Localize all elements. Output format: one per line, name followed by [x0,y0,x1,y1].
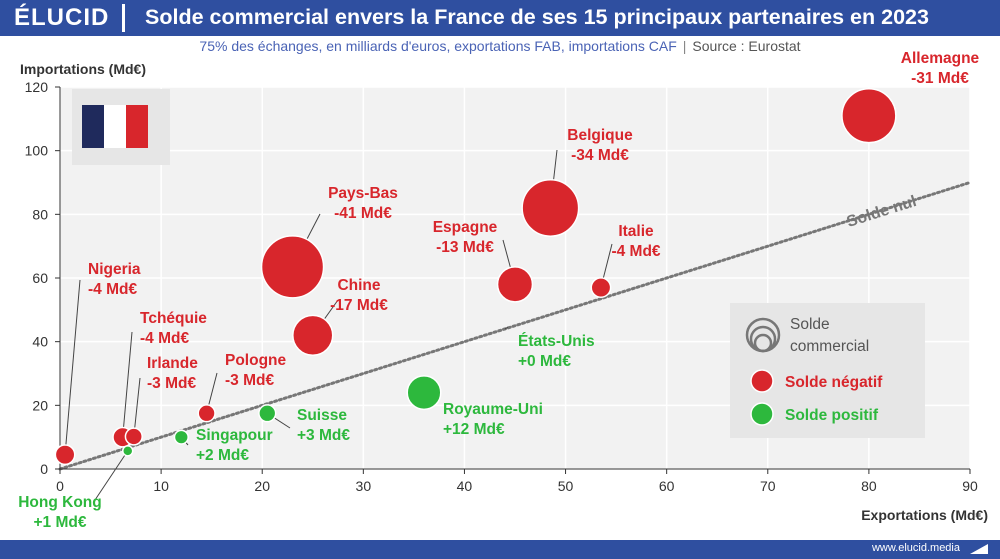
point-name-label: Irlande [147,355,198,372]
point-name-label: Tchéquie [140,310,207,327]
zero-balance-line [58,181,972,471]
bubble-irlande [124,427,143,446]
x-tick-label: 80 [861,478,877,494]
leader-line [133,377,141,437]
bubble-italie [590,277,612,298]
legend-negative-label: Solde négatif [785,374,883,391]
header-bar: ÉLUCID Solde commercial envers la France… [0,0,1000,36]
subtitle-text: 75% des échanges, en milliards d'euros, … [199,38,677,54]
bubble-espagne [496,266,534,303]
scatter-chart: Solde commercial Solde négatif Solde positi… [18,50,988,531]
chart-subtitle: 75% des échanges, en milliards d'euros, … [0,38,1000,54]
point-value-label: -17 Md€ [330,297,388,314]
flag-blue-band [82,105,104,148]
bubble-pays-bas [260,235,325,299]
point-name-label: Nigeria [88,261,141,278]
point-value-label: -4 Md€ [611,243,660,260]
leader-line [64,279,81,455]
legend-size-title: Solde [790,316,830,333]
point-value-label: -34 Md€ [571,147,629,164]
point-name-label: États-Unis [518,333,595,350]
point-name-label: Royaume-Uni [443,401,543,418]
x-tick-label: 70 [760,478,776,494]
legend-positive-label: Solde positif [785,407,879,424]
y-tick-label: 60 [32,270,48,286]
x-tick-label: 20 [254,478,270,494]
y-tick-label: 20 [32,397,48,413]
bubble-royaume-uni [406,375,442,411]
point-value-label: +2 Md€ [196,447,249,464]
footer-bar: www.elucid.media [0,540,1000,559]
x-tick-label: 30 [356,478,372,494]
legend-size-title-line2: commercial [790,338,869,355]
point-value-label: +0 Md€ [518,353,571,370]
bubble-singapour [173,429,189,445]
point-value-label: -4 Md€ [140,330,189,347]
chart-title: Solde commercial envers la France de ses… [145,5,929,29]
x-tick-label: 50 [558,478,574,494]
point-value-label: +12 Md€ [443,421,505,438]
legend-size-ring [753,333,773,353]
brand-logo: ÉLUCID [14,4,110,31]
source-text: Source : Eurostat [692,38,801,54]
point-name-label: Pays-Bas [328,185,398,202]
leader-line [94,450,129,501]
y-tick-label: 40 [32,334,48,350]
flag-red-band [126,105,148,148]
bubble-hong-kong [121,445,134,457]
y-axis-title: Importations (Md€) [20,61,146,77]
bubble-nigeria [54,444,76,466]
leader-line [122,331,133,438]
point-name-label: Suisse [297,407,347,424]
point-name-label: Belgique [567,127,633,144]
point-name-label: Allemagne [901,50,980,67]
x-tick-label: 10 [153,478,169,494]
x-tick-label: 0 [56,478,64,494]
point-value-label: -4 Md€ [88,281,137,298]
point-value-label: -3 Md€ [147,375,196,392]
header-divider [122,4,125,32]
x-tick-label: 90 [962,478,978,494]
point-name-label: Pologne [225,352,287,369]
point-value-label: +3 Md€ [297,427,350,444]
legend-negative-marker [750,369,774,393]
point-name-label: Hong Kong [18,494,102,511]
y-tick-label: 0 [40,461,48,477]
x-axis-title: Exportations (Md€) [861,507,988,523]
point-name-label: Italie [618,223,654,240]
point-value-label: -13 Md€ [436,239,494,256]
point-value-label: +1 Md€ [34,514,87,531]
y-tick-label: 120 [25,79,49,95]
bubble-pologne [197,404,216,423]
legend-positive-marker [750,402,774,426]
bubble-suisse [258,404,277,423]
x-tick-label: 60 [659,478,675,494]
bubble-allemagne [841,87,897,144]
point-value-label: -31 Md€ [911,70,969,87]
site-mark-icon [970,544,988,554]
site-url: www.elucid.media [871,542,960,554]
point-name-label: Chine [337,277,380,294]
x-tick-label: 40 [457,478,473,494]
flag-white-band [104,105,126,148]
leader-line [504,326,509,330]
y-tick-label: 100 [25,143,49,159]
point-value-label: -41 Md€ [334,205,392,222]
subtitle-separator: | [682,38,687,54]
point-value-label: -3 Md€ [225,372,274,389]
y-tick-label: 80 [32,206,48,222]
point-name-label: Singapour [196,427,273,444]
bubble-chine [292,314,334,357]
point-name-label: Espagne [433,219,498,236]
bubble-belgique [521,178,580,237]
